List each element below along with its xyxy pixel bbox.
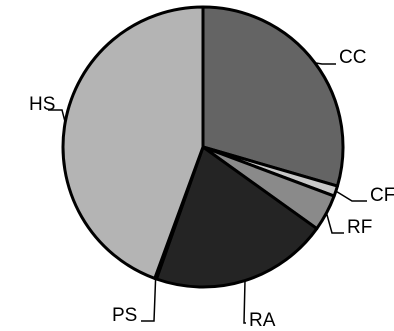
- label-leader-lines: [48, 62, 367, 324]
- leader-line-cc: [314, 62, 336, 65]
- leader-line-ps: [141, 278, 157, 322]
- slice-label-rf: RF: [347, 217, 372, 238]
- slice-label-hs: HS: [29, 94, 55, 115]
- slice-ra: [154, 145, 319, 289]
- leader-line-rf: [325, 212, 344, 234]
- slice-label-cc: CC: [339, 47, 366, 68]
- leader-line-ra: [243, 280, 246, 324]
- leader-line-hs: [48, 109, 66, 123]
- pie-slices: [61, 5, 345, 289]
- slice-label-ra: RA: [249, 310, 276, 331]
- leader-line-cf: [335, 190, 367, 202]
- slice-label-cf: CF: [370, 185, 394, 206]
- slice-label-ps: PS: [112, 305, 137, 326]
- slice-cc: [201, 5, 345, 188]
